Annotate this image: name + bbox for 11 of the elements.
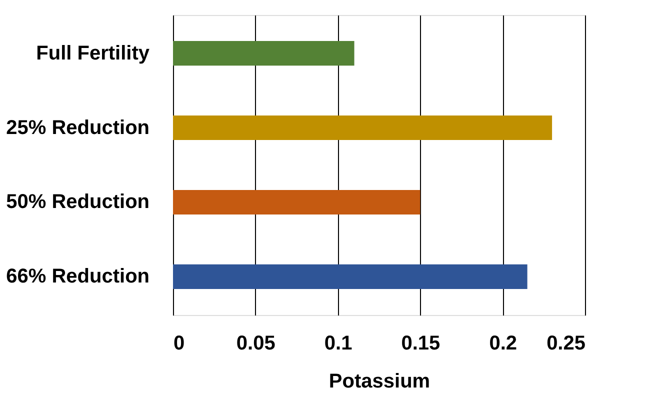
y-tick-label: 50% Reduction bbox=[6, 191, 150, 214]
x-tick-label: 0.15 bbox=[401, 332, 440, 354]
y-tick-label: 66% Reduction bbox=[6, 266, 150, 288]
x-tick-label: 0.2 bbox=[489, 332, 518, 354]
x-tick-label: 0.05 bbox=[236, 332, 276, 354]
y-tick-label: Full Fertility bbox=[36, 42, 150, 64]
x-axis-title: Potassium bbox=[328, 370, 430, 392]
x-tick-label: 0.1 bbox=[324, 332, 352, 354]
x-tick-label: 0.25 bbox=[546, 332, 586, 354]
x-tick-label: 0 bbox=[174, 332, 185, 354]
y-tick-label: 25% Reduction bbox=[6, 116, 150, 139]
